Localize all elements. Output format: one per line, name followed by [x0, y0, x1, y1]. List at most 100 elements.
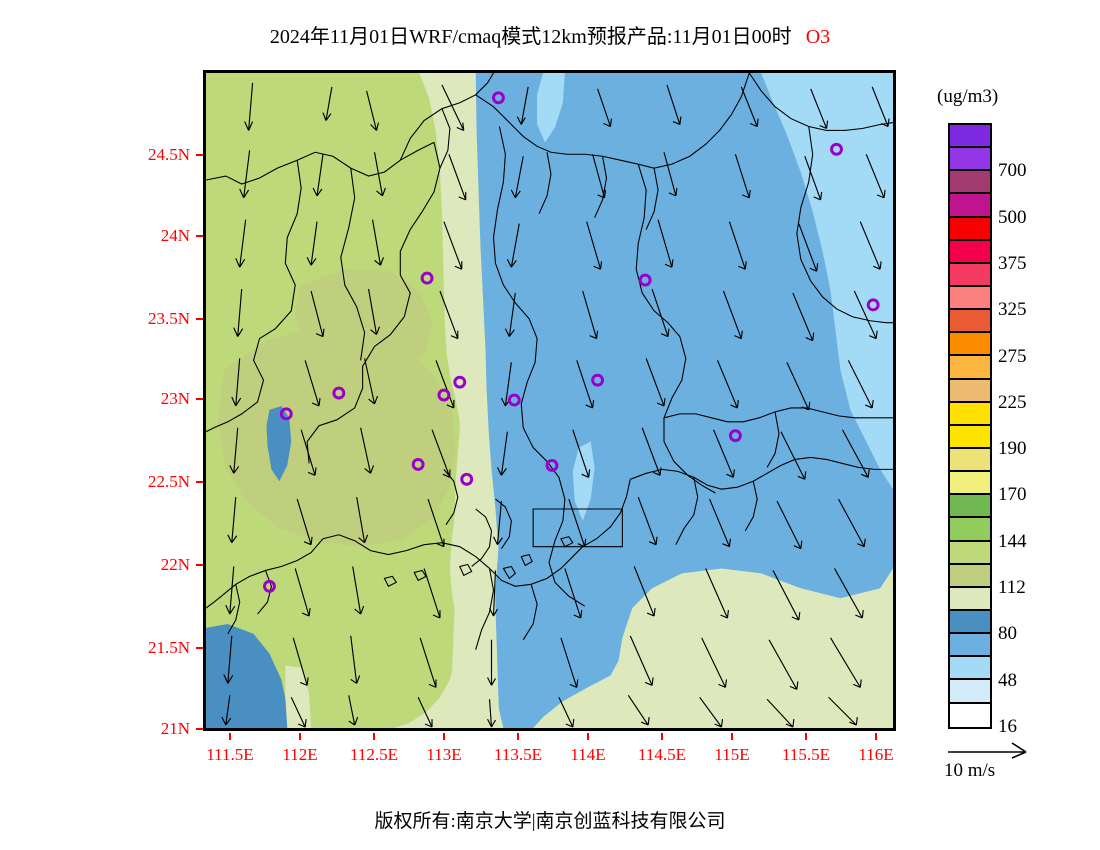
- y-tick-label: 21N: [160, 719, 190, 738]
- colorbar-tick-label: 144: [998, 530, 1027, 552]
- map-borders: [206, 73, 893, 650]
- x-tick-label: 113.5E: [493, 745, 543, 764]
- colorbar-swatch: [950, 425, 990, 449]
- colorbar-swatch: [950, 240, 990, 264]
- y-tick-mark: [196, 728, 203, 730]
- y-tick-label: 23N: [160, 389, 190, 408]
- x-tick-mark: [229, 733, 231, 740]
- colorbar-swatch: [950, 518, 990, 542]
- y-tick-mark: [196, 235, 203, 237]
- colorbar-tick-labels: 700 500 375 325 275 225 190 170 144 112 80 48 16: [998, 123, 1088, 737]
- contour-field: [206, 73, 893, 728]
- x-tick-mark: [373, 733, 375, 740]
- colorbar-swatch: [950, 448, 990, 473]
- station-circle: [866, 298, 880, 312]
- colorbar-swatch: [950, 564, 990, 588]
- station-circle: [279, 407, 293, 421]
- region-sw-blue-80: [206, 623, 290, 728]
- colorbar-tick-label: 112: [998, 577, 1026, 599]
- title-text: 2024年11月01日WRF/cmaq模式12km预报产品:11月01日00时: [269, 26, 792, 48]
- station-circle: [332, 386, 346, 400]
- colorbar-tick-label: 700: [998, 160, 1027, 182]
- y-tick-mark: [196, 398, 203, 400]
- station-circle: [492, 91, 505, 105]
- y-tick-label: 22.5N: [147, 472, 190, 491]
- colorbar-swatch: [950, 634, 990, 658]
- colorbar-swatch: [950, 379, 990, 403]
- map-canvas: [206, 73, 893, 728]
- colorbar-tick-label: 16: [998, 716, 1017, 737]
- station-circle: [437, 388, 451, 402]
- map-plot-area[interactable]: [203, 70, 896, 731]
- colorbar-swatch: [950, 680, 990, 704]
- x-tick-label: 112E: [282, 745, 318, 764]
- y-tick-mark: [196, 647, 203, 649]
- y-tick-mark: [196, 154, 203, 156]
- y-tick-label: 22N: [160, 555, 190, 574]
- colorbar-swatch: [950, 263, 990, 287]
- station-circle: [420, 271, 434, 285]
- colorbar-swatch: [950, 286, 990, 311]
- wind-vectors: [221, 82, 890, 728]
- x-tick-label: 111.5E: [206, 745, 254, 764]
- region-light-sliver-north: [537, 73, 565, 143]
- colorbar-swatch: [950, 472, 990, 496]
- colorbar-swatch: [950, 657, 990, 681]
- colorbar-swatch: [950, 703, 990, 727]
- region-west-core: [217, 326, 456, 547]
- station-circle: [507, 393, 521, 407]
- colorbar-tick-label: 225: [998, 391, 1027, 413]
- x-tick-mark: [731, 733, 733, 740]
- y-tick-label: 23.5N: [147, 309, 190, 328]
- station-circle: [263, 579, 276, 593]
- x-tick-mark: [517, 733, 519, 740]
- colorbar-tick-label: 375: [998, 252, 1027, 274]
- colorbar-swatch: [950, 402, 990, 426]
- colorbar-tick-label: 80: [998, 623, 1017, 645]
- region-se-island: [840, 663, 893, 696]
- chart-title: 2024年11月01日WRF/cmaq模式12km预报产品:11月01日00时 O…: [0, 20, 1100, 49]
- x-tick-label: 115.5E: [781, 745, 831, 764]
- station-circle: [545, 458, 559, 472]
- colorbar-swatch: [950, 610, 990, 635]
- lake-patch-west: [266, 405, 292, 482]
- colorbar-swatch: [950, 171, 990, 195]
- station-circle: [460, 472, 474, 486]
- colorbar-swatch: [950, 148, 990, 172]
- colorbar-tick-label: 275: [998, 345, 1027, 367]
- station-markers[interactable]: [263, 91, 880, 593]
- y-tick-label: 24.5N: [147, 145, 190, 164]
- x-tick-mark: [299, 733, 301, 740]
- x-tick-mark: [587, 733, 589, 740]
- x-tick-mark: [875, 733, 877, 740]
- colorbar-swatch: [950, 310, 990, 334]
- x-tick-label: 116E: [858, 745, 894, 764]
- x-tick-mark: [805, 733, 807, 740]
- station-circle: [830, 142, 843, 156]
- region-sw-pale-rim: [285, 665, 312, 728]
- region-east-blue-80: [475, 73, 893, 728]
- y-tick-label: 24N: [160, 226, 190, 245]
- x-tick-label: 112.5E: [349, 745, 399, 764]
- colorbar-tick-label: 325: [998, 299, 1027, 321]
- wind-arrow-icon: [948, 742, 1027, 759]
- y-tick-mark: [196, 318, 203, 320]
- colorbar-tick-label: 190: [998, 438, 1027, 460]
- colorbar-swatch: [950, 194, 990, 218]
- wind-scale-key: [944, 736, 1064, 796]
- colorbar-tick-label: 48: [998, 669, 1017, 691]
- y-tick-mark: [196, 481, 203, 483]
- x-tick-label: 113E: [426, 745, 462, 764]
- colorbar-swatch: [950, 495, 990, 519]
- region-se-pale-112: [533, 578, 893, 728]
- x-tick-label: 115E: [714, 745, 750, 764]
- colorbar-swatch: [950, 125, 990, 149]
- station-circle: [453, 375, 467, 389]
- station-circle: [728, 429, 742, 443]
- x-tick-label: 114E: [570, 745, 606, 764]
- x-tick-mark: [443, 733, 445, 740]
- colorbar[interactable]: [948, 123, 992, 729]
- colorbar-swatch: [950, 217, 990, 241]
- y-tick-label: 21.5N: [147, 638, 190, 657]
